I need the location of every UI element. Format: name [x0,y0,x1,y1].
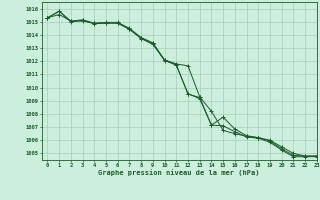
X-axis label: Graphe pression niveau de la mer (hPa): Graphe pression niveau de la mer (hPa) [99,169,260,176]
